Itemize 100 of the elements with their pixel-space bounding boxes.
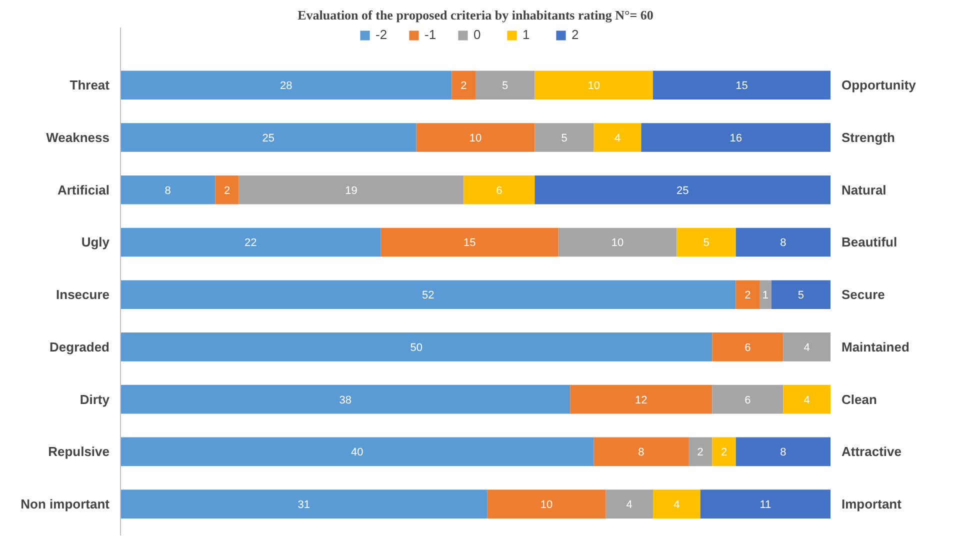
data-label: 6 <box>496 184 502 197</box>
bar <box>120 332 712 362</box>
data-label: 2 <box>224 184 230 197</box>
bar <box>120 437 594 466</box>
data-label: 12 <box>635 394 648 406</box>
data-label: 10 <box>588 80 600 92</box>
data-label: 25 <box>262 132 275 144</box>
bar <box>712 437 736 466</box>
data-label: 2 <box>460 80 467 92</box>
data-label: 2 <box>720 446 728 459</box>
y2-tick-label: Opportunity <box>842 78 917 93</box>
data-label: 6 <box>744 342 751 354</box>
y2-tick-label: Maintained <box>842 339 910 354</box>
data-label: 8 <box>164 184 171 197</box>
bar <box>736 437 830 466</box>
y-tick-label: Ugly <box>81 234 110 250</box>
y2-tick-label: Important <box>842 496 902 512</box>
data-label: 5 <box>502 80 508 92</box>
data-label: 4 <box>626 499 632 512</box>
bar <box>676 228 736 257</box>
data-label: 4 <box>674 499 680 512</box>
data-label: 31 <box>298 499 310 512</box>
data-label: 28 <box>280 80 292 92</box>
bar <box>712 332 784 362</box>
bar <box>712 384 784 414</box>
legend-label: 0 <box>474 27 482 42</box>
data-label: 2 <box>744 290 751 302</box>
y2-tick-label: Natural <box>842 182 886 198</box>
data-label: 50 <box>410 342 422 354</box>
y-tick-label: Insecure <box>56 287 110 302</box>
bar <box>120 70 452 100</box>
y2-tick-label: Beautiful <box>842 234 898 250</box>
data-label: 8 <box>780 237 786 250</box>
y-tick-label: Dirty <box>80 392 110 407</box>
bar <box>771 280 830 309</box>
bar <box>594 123 642 152</box>
bar <box>120 228 381 257</box>
bar <box>570 384 712 414</box>
bar <box>534 70 653 100</box>
bar <box>476 70 535 100</box>
data-label: 5 <box>561 132 568 144</box>
y-tick-label: Non important <box>20 496 110 512</box>
bar <box>558 228 677 257</box>
y-tick-label: Threat <box>70 78 110 93</box>
bar <box>487 490 606 518</box>
bar <box>416 123 535 152</box>
data-label: 22 <box>244 237 257 250</box>
data-label: 4 <box>804 342 810 354</box>
data-label: 10 <box>469 132 482 144</box>
bar <box>534 123 594 152</box>
bar <box>120 384 570 414</box>
bar <box>594 437 688 466</box>
bar <box>238 175 464 204</box>
y-tick-label: Weakness <box>46 130 110 145</box>
data-label: 10 <box>611 237 624 250</box>
data-label: 2 <box>697 446 704 459</box>
bar <box>120 175 216 204</box>
bar <box>606 490 653 518</box>
data-label: 8 <box>780 446 786 459</box>
legend-label: -2 <box>376 27 388 42</box>
data-label: 8 <box>638 446 644 459</box>
y2-tick-label: Secure <box>842 287 885 302</box>
bar <box>534 175 830 204</box>
bar <box>641 123 830 152</box>
legend-label: 1 <box>522 27 531 42</box>
y-tick-label: Artificial <box>57 182 110 198</box>
bar <box>736 280 760 309</box>
data-label: 25 <box>676 184 689 197</box>
data-label: 11 <box>760 499 772 512</box>
y-tick-label: Degraded <box>50 339 110 354</box>
data-label: 10 <box>540 499 553 512</box>
bar <box>653 490 700 518</box>
y-tick-label: Repulsive <box>48 444 110 460</box>
bar <box>760 280 772 309</box>
data-label: 4 <box>804 394 810 406</box>
bar <box>120 490 488 518</box>
data-label: 15 <box>736 80 748 92</box>
y2-tick-label: Strength <box>842 130 895 145</box>
data-label: 16 <box>730 132 742 144</box>
bar <box>464 175 535 204</box>
data-label: 38 <box>339 394 352 406</box>
data-label: 5 <box>703 237 710 250</box>
bar <box>120 280 736 309</box>
bar <box>653 70 830 100</box>
bar <box>700 490 830 518</box>
data-label: 4 <box>614 132 621 144</box>
data-label: 15 <box>463 237 476 250</box>
data-label: 1 <box>762 290 768 302</box>
bar <box>688 437 712 466</box>
data-label: 6 <box>744 394 751 406</box>
data-label: 19 <box>345 184 358 197</box>
data-label: 5 <box>798 290 804 302</box>
legend-label: -1 <box>424 27 438 42</box>
bar <box>452 70 476 100</box>
chart-title: Evaluation of the proposed criteria by inhabitants rating N°= 60 <box>298 8 654 22</box>
y2-tick-label: Attractive <box>842 444 902 460</box>
bar <box>736 228 830 257</box>
bar <box>120 123 416 152</box>
y2-tick-label: Clean <box>842 392 877 407</box>
bar <box>783 332 830 362</box>
